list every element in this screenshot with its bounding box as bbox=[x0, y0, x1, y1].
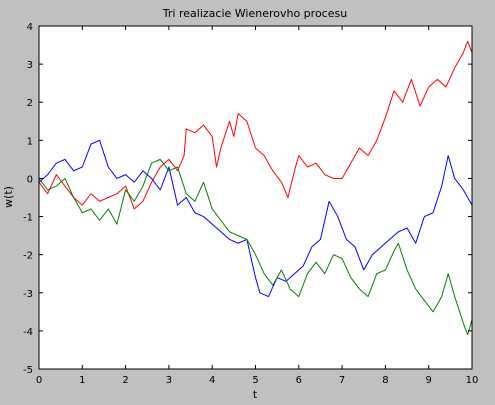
y-tick-label: 0 bbox=[27, 174, 33, 185]
x-tick-label: 3 bbox=[166, 375, 172, 386]
series-line-2 bbox=[38, 139, 473, 298]
y-tick-label: 2 bbox=[27, 98, 33, 109]
plot-area bbox=[39, 26, 472, 369]
x-tick-label: 7 bbox=[339, 375, 345, 386]
y-tick-label: -5 bbox=[23, 365, 33, 376]
x-tick-label: 4 bbox=[209, 375, 215, 386]
x-tick-label: 1 bbox=[79, 375, 85, 386]
x-tick-label: 2 bbox=[122, 375, 128, 386]
y-tick-label: 1 bbox=[27, 136, 33, 147]
y-tick-label: -2 bbox=[23, 251, 33, 262]
series-line-1 bbox=[38, 40, 473, 210]
series-layer bbox=[38, 40, 473, 336]
y-tick-label: -3 bbox=[23, 289, 33, 300]
x-tick-label: 0 bbox=[36, 375, 42, 386]
series-line-3 bbox=[38, 158, 473, 336]
y-tick-label: -4 bbox=[23, 327, 33, 338]
x-tick-label: 6 bbox=[296, 375, 302, 386]
x-tick-label: 10 bbox=[466, 375, 479, 386]
chart-title: Tri realizacie Wienerovho procesu bbox=[162, 7, 347, 20]
y-tick-label: -1 bbox=[23, 213, 33, 224]
x-tick-label: 9 bbox=[426, 375, 432, 386]
y-tick-label: 4 bbox=[27, 22, 33, 33]
y-tick-label: 3 bbox=[27, 60, 33, 71]
x-tick-label: 5 bbox=[252, 375, 258, 386]
x-tick-label: 8 bbox=[382, 375, 388, 386]
x-axis-label: t bbox=[253, 388, 258, 401]
y-axis-label: w(t) bbox=[2, 186, 15, 208]
